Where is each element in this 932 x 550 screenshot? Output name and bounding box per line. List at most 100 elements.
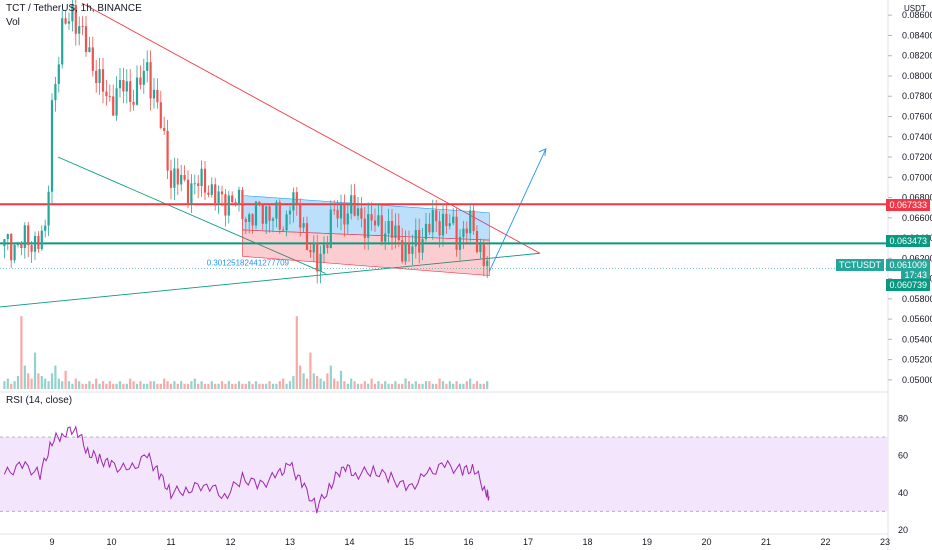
volume-bar: [475, 381, 479, 389]
volume-bar: [275, 383, 278, 389]
candle-body: [241, 189, 244, 220]
volume-bar: [380, 383, 383, 389]
candle-body: [407, 242, 411, 254]
candle-body: [30, 245, 33, 252]
candle-body: [40, 230, 43, 250]
price-axis-tick: 0.080000: [902, 71, 932, 81]
projection-arrow: [488, 148, 547, 272]
rsi-axis-tick: 80: [898, 414, 908, 424]
candle-body: [10, 234, 13, 261]
candle-body: [305, 223, 309, 250]
volume-bar: [27, 373, 30, 389]
time-axis-tick: 12: [225, 537, 235, 547]
volume-bar: [54, 365, 57, 389]
volume-bar: [13, 381, 16, 389]
descending-trendline: [81, 2, 541, 254]
volume-bar: [319, 378, 322, 389]
volume-bar: [227, 381, 230, 389]
candle-body: [455, 216, 458, 250]
volume-bar: [57, 378, 60, 389]
volume-bar: [455, 381, 458, 389]
candle-body: [135, 77, 139, 105]
candle-body: [108, 96, 111, 98]
rsi-axis-tick: 40: [898, 488, 908, 498]
candle-body: [57, 64, 60, 84]
candle-body: [203, 168, 207, 193]
volume-bar: [135, 383, 139, 389]
candle-body: [387, 220, 390, 234]
volume-bar: [71, 383, 74, 389]
volume-bar: [486, 381, 489, 389]
currency-label: USDT: [904, 4, 926, 13]
rsi-indicator-label[interactable]: RSI (14, close): [6, 395, 73, 406]
candle-body: [356, 208, 360, 216]
candle-body: [156, 89, 159, 103]
volume-bar: [458, 383, 462, 389]
volume-bar: [108, 381, 111, 389]
candle-body: [370, 214, 373, 221]
volume-bar: [6, 378, 9, 389]
volume-bar: [10, 383, 13, 389]
drawings-layer: 0.30125182441277709: [0, 2, 888, 308]
volume-bar: [292, 376, 295, 389]
candle-body: [186, 179, 190, 205]
volume-bar: [241, 383, 244, 389]
candle-body: [390, 220, 394, 238]
candle-body: [285, 214, 288, 231]
candle-body: [363, 218, 366, 238]
candle-body: [3, 239, 6, 247]
candle-body: [231, 195, 234, 203]
candle-body: [112, 96, 115, 116]
candle-body: [316, 242, 319, 272]
volume-bar: [16, 376, 20, 389]
candle-body: [37, 235, 40, 250]
volume-bar: [214, 383, 217, 389]
volume-bar: [132, 381, 135, 389]
candle-body: [27, 225, 30, 246]
volume-bar: [472, 383, 475, 389]
rsi-line: [3, 425, 490, 514]
volume-bar: [452, 383, 455, 389]
volume-bar: [210, 381, 213, 389]
candle-body: [350, 195, 353, 214]
candle-body: [78, 26, 81, 34]
volume-bar: [152, 381, 156, 389]
candle-body: [333, 209, 336, 211]
time-axis-tick: 14: [344, 537, 354, 547]
candle-body: [6, 234, 9, 240]
candle-body: [13, 244, 16, 261]
volume-bar: [336, 381, 339, 389]
volume-bar: [251, 383, 254, 389]
rsi-axis-tick: 20: [898, 525, 908, 535]
candle-body: [122, 79, 125, 92]
volume-indicator-label[interactable]: Vol: [6, 17, 20, 28]
symbol-title[interactable]: TCT / TetherUS, 1h, BINANCE: [6, 3, 142, 14]
volume-bar: [220, 381, 224, 389]
volume-bar: [377, 381, 380, 389]
candle-body: [268, 206, 271, 221]
volume-bar: [305, 378, 309, 389]
volume-bar: [438, 378, 441, 389]
candle-body: [452, 216, 455, 224]
volume-bar: [333, 378, 336, 389]
candle-body: [169, 170, 173, 188]
candle-body: [343, 204, 346, 225]
candle-body: [428, 223, 431, 233]
volume-bar: [329, 365, 332, 389]
volume-bar: [428, 381, 431, 389]
candle-body: [163, 127, 166, 131]
volume-bar: [186, 383, 190, 389]
candle-body: [384, 233, 387, 242]
volume-bar: [61, 381, 64, 389]
candle-body: [299, 204, 302, 228]
candle-body: [472, 210, 475, 232]
candle-body: [197, 183, 200, 187]
candle-body: [142, 70, 145, 85]
candle-body: [404, 242, 407, 262]
annotation-label: 0.30125182441277709: [207, 258, 290, 267]
resistance-price-tag: 0.067333: [886, 199, 930, 211]
candle-body: [282, 229, 285, 231]
candle-body: [193, 183, 196, 185]
time-axis-tick: 20: [701, 537, 711, 547]
